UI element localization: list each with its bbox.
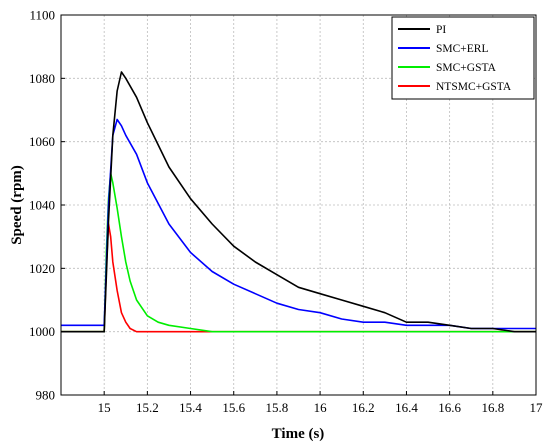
y-tick-label: 1060 xyxy=(29,134,55,149)
x-tick-label: 16.4 xyxy=(395,400,418,415)
x-tick-label: 16.6 xyxy=(438,400,461,415)
legend-label: SMC+ERL xyxy=(436,43,489,55)
x-axis-title: Time (s) xyxy=(272,426,325,442)
y-tick-label: 1000 xyxy=(29,324,55,339)
y-tick-label: 1020 xyxy=(29,261,55,276)
y-axis-title: Speed (rpm) xyxy=(9,165,25,245)
y-tick-label: 1040 xyxy=(29,198,55,213)
series-line-1 xyxy=(61,118,536,330)
x-tick-label: 16 xyxy=(314,400,328,415)
series-lines xyxy=(61,71,536,333)
legend-label: PI xyxy=(436,24,446,36)
x-tick-label: 15.2 xyxy=(136,400,159,415)
x-tick-label: 16.8 xyxy=(481,400,504,415)
x-tick-label: 15.4 xyxy=(179,400,202,415)
series-line-0 xyxy=(61,71,536,333)
legend-label: SMC+GSTA xyxy=(436,62,497,74)
legend-label: NTSMC+GSTA xyxy=(436,81,512,93)
axis-ticks: 15 15.2 15.4 15.6 15.8 16 16.2 16.4 16.6 16.8 17 98… xyxy=(29,8,543,416)
x-tick-label: 15.6 xyxy=(222,400,245,415)
x-tick-label: 15.8 xyxy=(266,400,289,415)
y-tick-label: 1100 xyxy=(29,8,55,23)
x-tick-label: 16.2 xyxy=(352,400,375,415)
y-tick-label: 1080 xyxy=(29,71,55,86)
x-tick-label: 17 xyxy=(530,400,544,415)
x-tick-label: 15 xyxy=(98,400,111,415)
legend: PI SMC+ERL SMC+GSTA NTSMC+GSTA xyxy=(391,16,535,100)
y-tick-label: 980 xyxy=(36,388,56,403)
